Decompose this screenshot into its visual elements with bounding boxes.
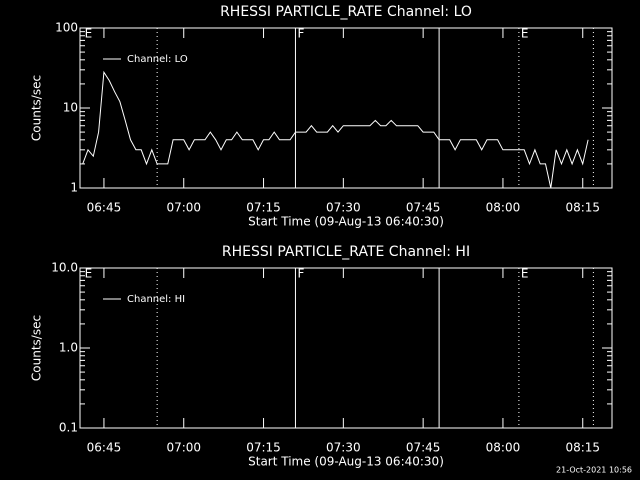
x-tick-label: 07:30 bbox=[326, 441, 361, 455]
event-label: E bbox=[85, 27, 93, 41]
chart-title: RHESSI PARTICLE_RATE Channel: HI bbox=[222, 244, 470, 260]
x-tick-label: 07:00 bbox=[166, 441, 201, 455]
y-axis-label: Counts/sec bbox=[30, 75, 44, 141]
x-axis-label: Start Time (09-Aug-13 06:40:30) bbox=[248, 215, 444, 229]
event-label: F bbox=[297, 267, 304, 281]
y-tick-label: 10 bbox=[63, 101, 78, 115]
x-tick-label: 08:15 bbox=[565, 201, 600, 215]
y-tick-label: 1 bbox=[70, 181, 78, 195]
x-tick-label: 07:45 bbox=[406, 441, 441, 455]
event-label: E bbox=[85, 267, 93, 281]
data-line bbox=[82, 70, 589, 189]
x-tick-label: 08:00 bbox=[486, 441, 521, 455]
x-tick-label: 07:30 bbox=[326, 201, 361, 215]
x-tick-label: 08:15 bbox=[565, 441, 600, 455]
x-tick-label: 07:45 bbox=[406, 201, 441, 215]
x-axis-label: Start Time (09-Aug-13 06:40:30) bbox=[248, 455, 444, 469]
x-tick-label: 07:15 bbox=[246, 201, 281, 215]
x-tick-label: 06:45 bbox=[87, 201, 122, 215]
x-tick-label: 06:45 bbox=[87, 441, 122, 455]
legend-label: Channel: LO bbox=[127, 54, 188, 65]
plot-frame bbox=[79, 267, 613, 429]
event-label: F bbox=[297, 27, 304, 41]
event-label: E bbox=[521, 267, 529, 281]
y-tick-label: 0.1 bbox=[59, 421, 78, 435]
y-tick-label: 10.0 bbox=[51, 261, 78, 275]
x-tick-label: 07:15 bbox=[246, 441, 281, 455]
y-axis-label: Counts/sec bbox=[30, 315, 44, 381]
footer: 21-Oct-2021 10:56 bbox=[556, 466, 632, 475]
event-label: E bbox=[521, 27, 529, 41]
chart-title: RHESSI PARTICLE_RATE Channel: LO bbox=[220, 4, 472, 20]
y-tick-label: 1.0 bbox=[59, 341, 78, 355]
x-tick-label: 08:00 bbox=[486, 201, 521, 215]
legend-label: Channel: HI bbox=[127, 294, 185, 305]
x-tick-label: 07:00 bbox=[166, 201, 201, 215]
y-tick-label: 100 bbox=[55, 21, 78, 35]
